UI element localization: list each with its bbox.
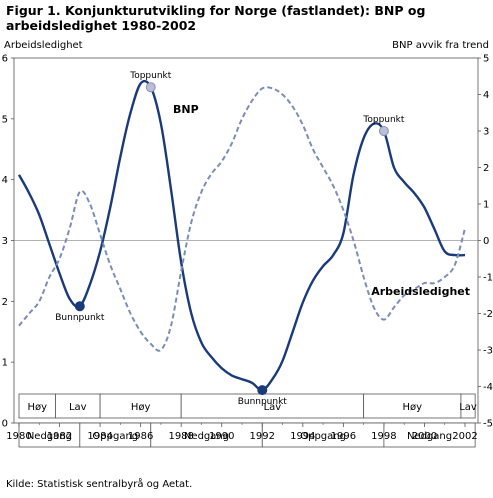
phase-level-label: Høy [131,402,151,413]
phase-level-box [460,393,476,419]
series-line-arbeidsledighet [18,86,466,352]
right-tick-label: -2 [483,309,493,320]
phase-direction-box [383,422,476,448]
series-label-bnp: BNP [173,103,199,116]
left-tick-label: 3 [2,236,8,247]
source-note: Kilde: Statistisk sentralbyrå og Aetat. [6,479,193,490]
phase-level-label: Lav [459,402,477,413]
x-tick-label: 1988 [168,431,193,442]
x-tick-label: 1996 [331,431,356,442]
chart-title: Figur 1. Konjunkturutvikling for Norge (… [6,3,426,33]
phase-direction-label: Oppgang [300,431,346,442]
right-tick-label: 1 [483,200,489,211]
x-tick-label: 1980 [6,431,31,442]
right-axis-label: BNP avvik fra trend [392,40,489,51]
left-tick-label: 4 [2,175,8,186]
x-tick-label: 1986 [128,431,153,442]
x-tick-label: 2000 [412,431,437,442]
x-tick-label: 1982 [47,431,72,442]
trough-label: Bunnpunkt [238,397,288,407]
x-tick-label: 1998 [371,431,396,442]
x-tick-label: 1994 [290,431,315,442]
series-line-bnp [17,79,466,392]
peak-label: Toppunkt [129,71,172,81]
peak-marker [145,82,156,93]
right-tick-label: 5 [483,54,489,65]
phase-level-box [180,393,365,419]
left-tick-label: 6 [2,54,8,65]
right-tick-label: -5 [483,419,493,430]
x-tick-label: 2002 [452,431,477,442]
phase-level-label: Lav [69,402,87,413]
left-tick-label: 5 [2,114,8,125]
phase-direction-box [18,422,81,448]
x-tick-label: 1990 [209,431,234,442]
phase-direction-label: Nedgang [184,431,229,442]
phase-direction-box [150,422,263,448]
phase-direction-label: Nedgang [407,431,452,442]
x-tick-label: 1992 [250,431,275,442]
left-tick-label: 0 [2,419,8,430]
right-tick-label: 2 [483,163,489,174]
peak-marker [378,126,389,136]
phase-level-label: Høy [403,402,423,413]
left-axis-label: Arbeidsledighet [4,40,83,51]
peak-label: Toppunkt [362,115,405,125]
left-tick-label: 1 [2,358,8,369]
x-tick-label: 1984 [87,431,112,442]
phase-level-label: Lav [264,402,282,413]
trough-marker [257,385,268,396]
right-tick-label: -4 [483,382,493,393]
phase-level-box [363,393,462,419]
phase-direction-box [261,422,385,448]
phase-level-label: Høy [27,402,47,413]
phase-level-box [99,393,182,419]
left-tick-label: 2 [2,297,8,308]
right-tick-label: 3 [483,127,489,138]
phase-level-box [18,393,56,419]
right-tick-label: 4 [483,90,489,101]
series-label-arbeidsledighet: Arbeidsledighet [371,285,470,298]
right-tick-label: 0 [483,236,489,247]
right-tick-label: -3 [483,346,493,357]
trough-label: Bunnpunkt [55,313,105,323]
right-tick-label: -1 [483,273,493,284]
phase-direction-label: Oppgang [92,431,138,442]
phase-direction-label: Nedgang [27,431,72,442]
trough-marker [74,301,85,312]
